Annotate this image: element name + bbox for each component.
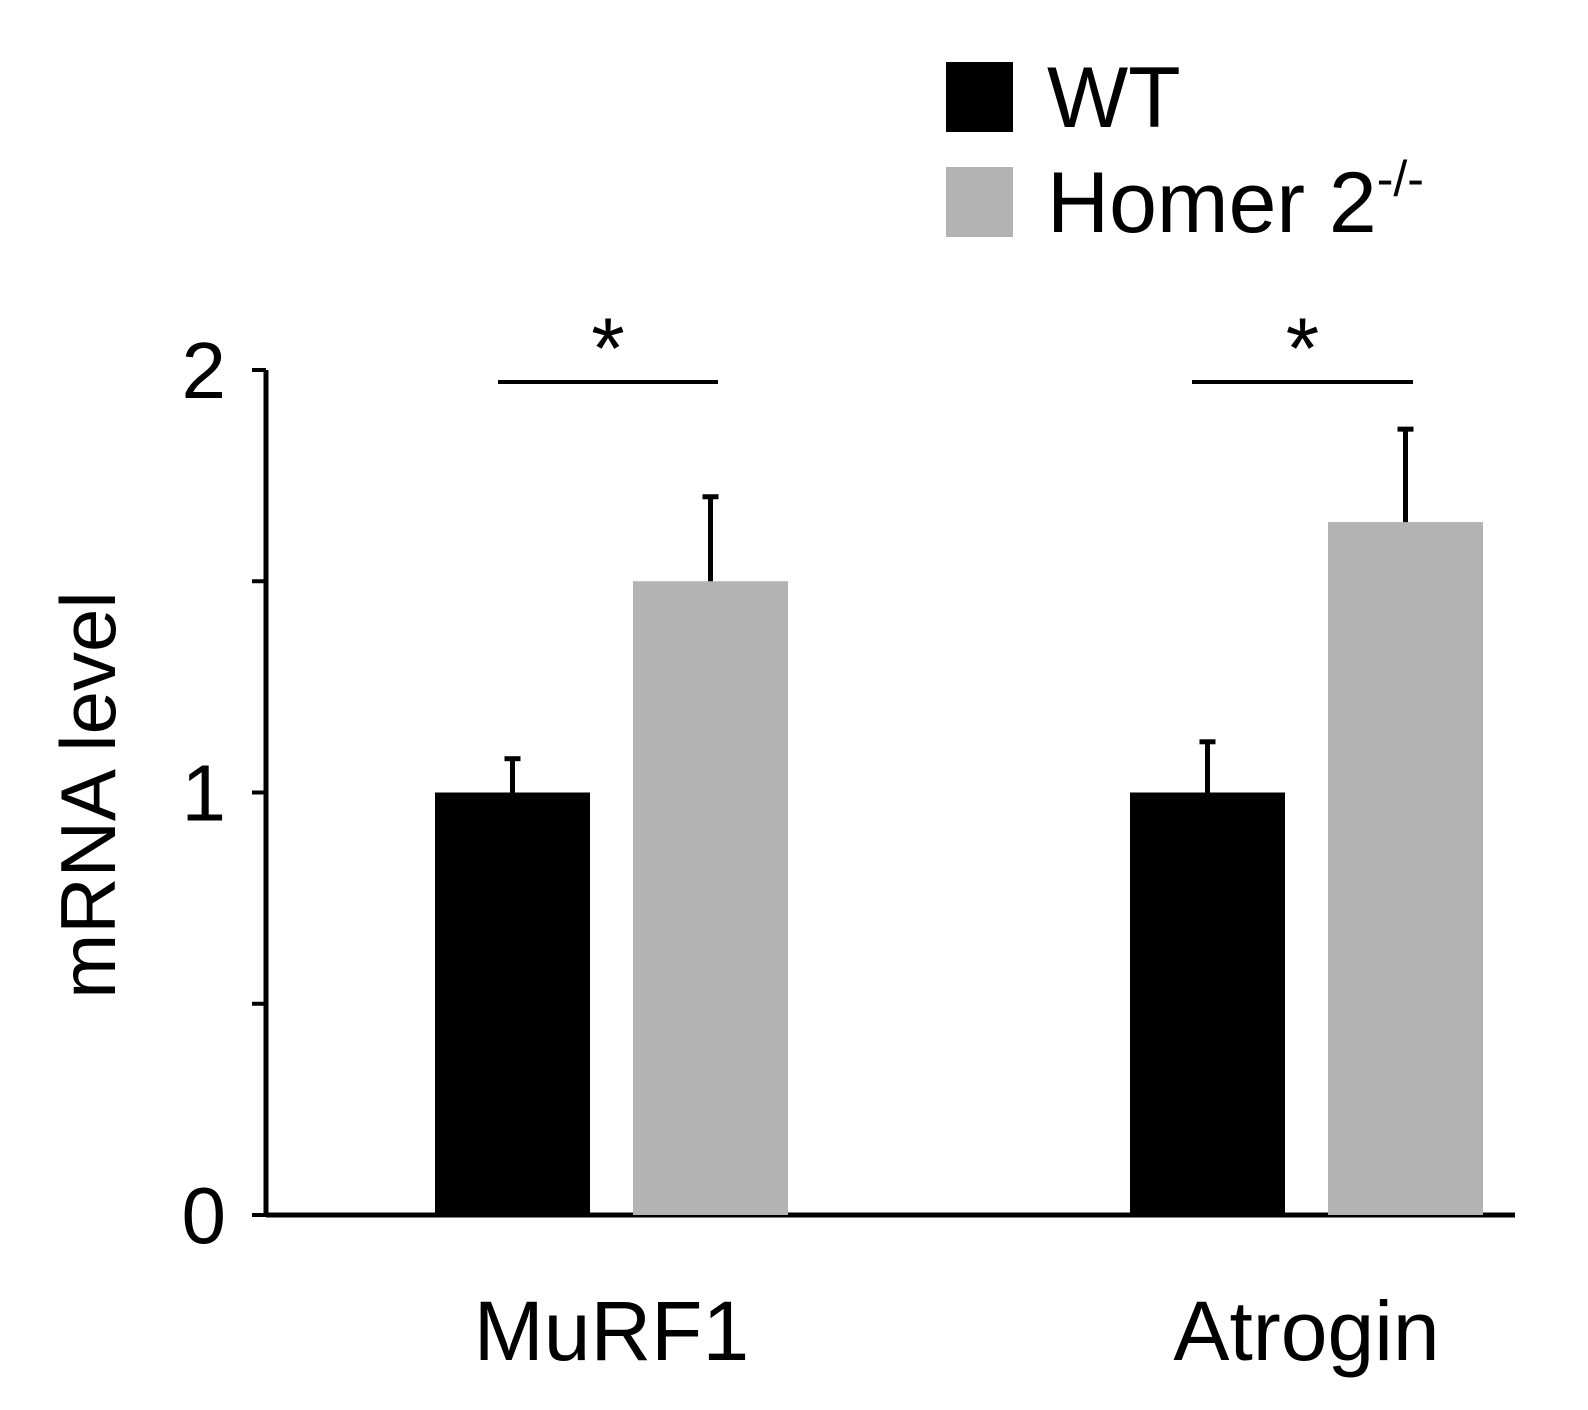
legend-swatch-homer2 bbox=[946, 167, 1013, 237]
bar-murf1-homer2 bbox=[633, 581, 788, 1215]
legend-swatch-wt bbox=[946, 62, 1013, 132]
x-category-label: MuRF1 bbox=[474, 1284, 749, 1378]
legend-label-wt: WT bbox=[1047, 50, 1181, 146]
y-tick-label: 0 bbox=[182, 1171, 227, 1260]
y-axis-title: mRNA level bbox=[44, 591, 132, 998]
x-category-label: Atrogin bbox=[1173, 1284, 1439, 1378]
y-tick-label: 1 bbox=[182, 749, 227, 838]
significance-star: * bbox=[591, 301, 624, 397]
bar-atrogin-wt bbox=[1130, 792, 1285, 1215]
legend-label-homer2: Homer 2-/- bbox=[1047, 151, 1424, 251]
legend-superscript: -/- bbox=[1377, 151, 1424, 207]
significance-star: * bbox=[1286, 301, 1319, 397]
bar-murf1-wt bbox=[435, 792, 590, 1215]
y-tick-label: 2 bbox=[182, 326, 227, 415]
bars: * * bbox=[435, 301, 1483, 1215]
axes: 0 1 2 MuRF1 Atrogin bbox=[182, 326, 1515, 1378]
bar-atrogin-homer2 bbox=[1328, 522, 1483, 1215]
